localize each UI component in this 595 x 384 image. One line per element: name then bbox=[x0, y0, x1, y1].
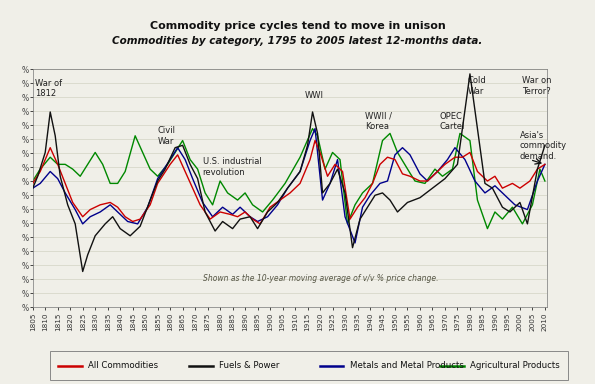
Text: Metals and Metal Products: Metals and Metal Products bbox=[350, 361, 464, 370]
Text: Commodities by category, 1795 to 2005 latest 12-months data.: Commodities by category, 1795 to 2005 la… bbox=[112, 36, 483, 46]
Text: OPEC
Cartel: OPEC Cartel bbox=[440, 112, 465, 131]
Text: WWI: WWI bbox=[305, 91, 324, 99]
Text: War of
1812: War of 1812 bbox=[35, 79, 62, 98]
Text: War on
Terror?: War on Terror? bbox=[522, 76, 552, 96]
Text: Civil
War: Civil War bbox=[158, 126, 176, 146]
Text: Fuels & Power: Fuels & Power bbox=[219, 361, 279, 370]
Text: Commodity price cycles tend to move in unison: Commodity price cycles tend to move in u… bbox=[149, 21, 446, 31]
Text: Asia's
commodity
demand.: Asia's commodity demand. bbox=[520, 131, 567, 161]
Text: All Commodities: All Commodities bbox=[88, 361, 158, 370]
Text: WWII /
Korea: WWII / Korea bbox=[365, 112, 392, 131]
Text: Cold
War: Cold War bbox=[468, 76, 486, 96]
Text: U.S. industrial
revolution: U.S. industrial revolution bbox=[203, 157, 261, 177]
Text: Shown as the 10-year moving average of v/v % price change.: Shown as the 10-year moving average of v… bbox=[202, 275, 438, 283]
Text: Agricultural Products: Agricultural Products bbox=[470, 361, 560, 370]
